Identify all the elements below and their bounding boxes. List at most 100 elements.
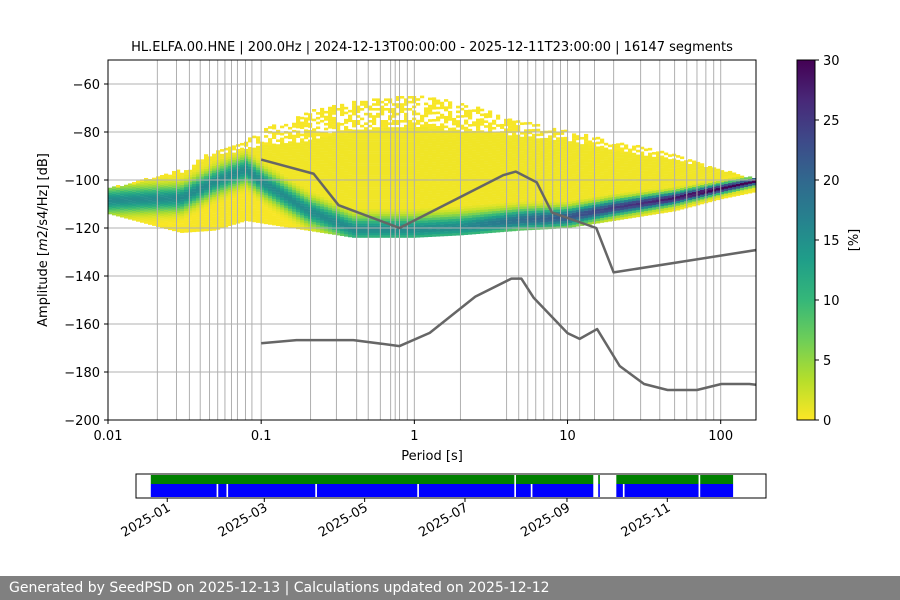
heatmap-cell: [540, 154, 545, 158]
heatmap-cell: [316, 181, 321, 185]
heatmap-cell: [616, 184, 621, 187]
heatmap-cell: [520, 170, 525, 173]
heatmap-cell: [344, 162, 349, 165]
heatmap-cell: [496, 184, 501, 187]
heatmap-cell: [300, 133, 305, 137]
heatmap-cell: [452, 211, 457, 215]
heatmap-cell: [512, 120, 517, 124]
heatmap-cell: [340, 228, 345, 232]
heatmap-cell: [380, 225, 385, 229]
heatmap-cell: [376, 196, 381, 200]
heatmap-cell: [340, 159, 345, 162]
heatmap-cell: [296, 185, 301, 189]
heatmap-cell: [292, 177, 297, 181]
heatmap-cell: [604, 157, 609, 160]
heatmap-cell: [568, 177, 573, 180]
heatmap-cell: [484, 211, 489, 215]
heatmap-cell: [532, 160, 537, 163]
heatmap-cell: [456, 105, 461, 109]
heatmap-cell: [132, 196, 137, 200]
heatmap-cell: [280, 221, 285, 225]
heatmap-cell: [240, 210, 245, 213]
heatmap-cell: [472, 162, 477, 165]
heatmap-cell: [540, 145, 545, 148]
heatmap-cell: [440, 233, 445, 237]
heatmap-cell: [492, 153, 497, 156]
heatmap-cell: [252, 164, 257, 168]
heatmap-cell: [428, 135, 433, 139]
heatmap-cell: [376, 208, 381, 212]
heatmap-cell: [236, 160, 241, 164]
heatmap-cell: [304, 160, 309, 164]
heatmap-cell: [376, 232, 381, 236]
heatmap-cell: [296, 123, 301, 126]
heatmap-cell: [464, 119, 469, 123]
heatmap-cell: [184, 196, 189, 200]
heatmap-cell: [564, 192, 569, 195]
heatmap-cell: [212, 160, 217, 164]
heatmap-cell: [140, 196, 145, 199]
heatmap-cell: [380, 163, 385, 166]
heatmap-cell: [240, 205, 245, 208]
heatmap-cell: [316, 148, 321, 151]
heatmap-cell: [368, 230, 373, 233]
heatmap-cell: [288, 186, 293, 190]
heatmap-cell: [428, 162, 433, 165]
heatmap-cell: [376, 134, 381, 137]
heatmap-cell: [432, 217, 437, 220]
heatmap-cell: [616, 191, 621, 194]
heatmap-cell: [316, 210, 321, 214]
heatmap-cell: [348, 205, 353, 209]
heatmap-cell: [244, 192, 249, 195]
heatmap-cell: [492, 155, 497, 159]
heatmap-cell: [464, 167, 469, 171]
heatmap-cell: [384, 170, 389, 173]
heatmap-cell: [360, 228, 365, 231]
heatmap-cell: [488, 163, 493, 166]
heatmap-cell: [556, 192, 561, 196]
heatmap-cell: [400, 172, 405, 176]
heatmap-cell: [440, 128, 445, 131]
heatmap-cell: [440, 156, 445, 160]
heatmap-cell: [424, 164, 429, 168]
heatmap-cell: [460, 211, 465, 214]
heatmap-cell: [356, 108, 361, 111]
heatmap-cell: [436, 152, 441, 155]
heatmap-cell: [260, 199, 265, 202]
heatmap-cell: [372, 220, 377, 224]
heatmap-cell: [432, 181, 437, 184]
heatmap-cell: [576, 223, 581, 227]
heatmap-cell: [596, 172, 601, 176]
heatmap-cell: [284, 217, 289, 221]
heatmap-cell: [584, 155, 589, 159]
heatmap-cell: [520, 182, 525, 185]
heatmap-cell: [396, 96, 401, 99]
heatmap-cell: [480, 161, 485, 165]
heatmap-cell: [232, 183, 237, 187]
heatmap-cell: [300, 207, 305, 211]
heatmap-cell: [228, 149, 233, 152]
heatmap-cell: [484, 153, 489, 157]
heatmap-cell: [264, 211, 269, 215]
heatmap-cell: [584, 179, 589, 183]
heatmap-cell: [168, 210, 173, 214]
heatmap-cell: [460, 172, 465, 176]
heatmap-cell: [184, 191, 189, 195]
heatmap-cell: [516, 168, 521, 171]
heatmap-cell: [264, 199, 269, 203]
heatmap-cell: [140, 188, 145, 192]
heatmap-cell: [272, 158, 277, 161]
heatmap-cell: [380, 100, 385, 104]
heatmap-cell: [344, 219, 349, 223]
heatmap-cell: [464, 160, 469, 163]
heatmap-cell: [444, 185, 449, 189]
heatmap-cell: [304, 117, 309, 120]
heatmap-cell: [320, 220, 325, 224]
heatmap-cell: [532, 157, 537, 161]
heatmap-cell: [564, 208, 569, 212]
heatmap-cell: [432, 214, 437, 218]
heatmap-cell: [408, 199, 413, 202]
heatmap-cell: [372, 141, 377, 145]
heatmap-cell: [372, 228, 377, 231]
heatmap-cell: [320, 227, 325, 231]
